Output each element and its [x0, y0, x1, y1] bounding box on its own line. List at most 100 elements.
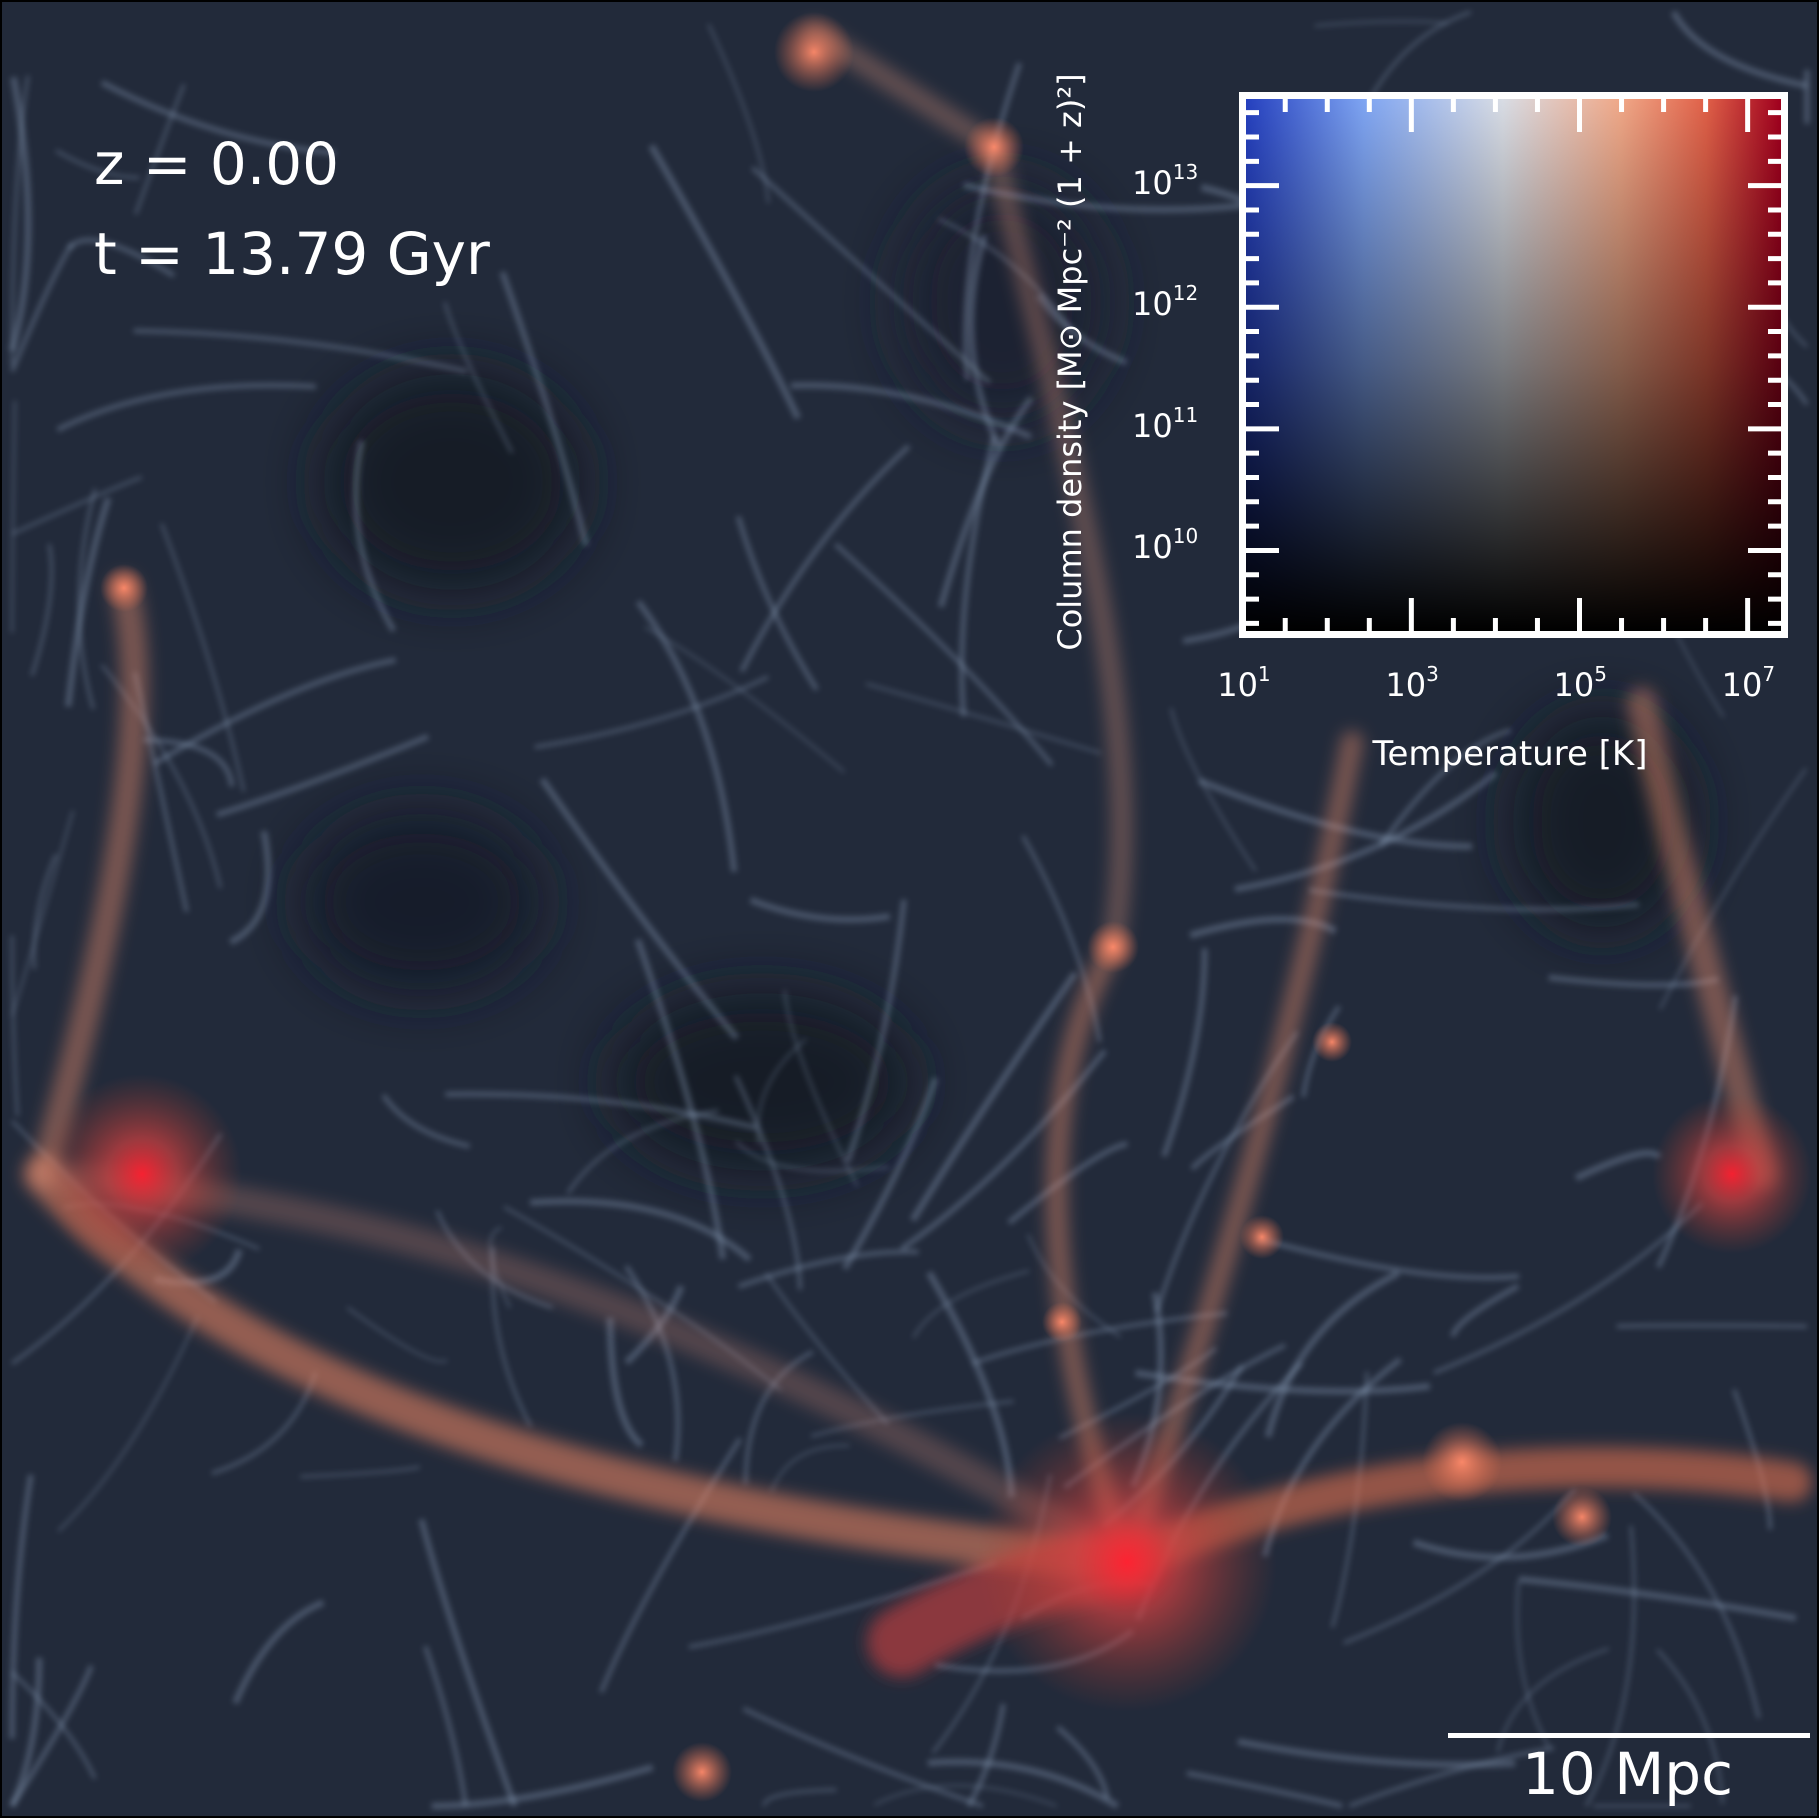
filament: [445, 1091, 757, 1131]
filament: [57, 1315, 200, 1532]
filament: [606, 1317, 645, 1449]
filament: [962, 62, 1023, 381]
filament: [9, 242, 74, 373]
filament: [1348, 1745, 1555, 1808]
filament: [909, 971, 1078, 1222]
filament: [32, 853, 58, 970]
filament: [937, 396, 1034, 608]
filament: [1257, 1236, 1520, 1281]
filament: [927, 1758, 1120, 1809]
filament: [1658, 767, 1807, 1010]
filament: [1197, 777, 1473, 850]
filament: [10, 75, 30, 366]
filament: [634, 938, 727, 1260]
filament: [1656, 1648, 1724, 1804]
filament: [1234, 770, 1498, 893]
x-tick-label: 105: [1553, 662, 1607, 704]
filament: [762, 1788, 837, 1807]
filament: [228, 830, 272, 946]
filament: [644, 626, 845, 773]
clusters: [42, 12, 1812, 1802]
filament: [56, 382, 317, 433]
filament: [1330, 1371, 1369, 1628]
filament: [845, 899, 907, 1163]
filament: [300, 1465, 420, 1478]
filament: [648, 143, 802, 420]
colormap-x-label: Temperature [K]: [1372, 734, 1648, 774]
filament: [756, 1038, 807, 1145]
filament: [10, 400, 17, 633]
filament: [1264, 1270, 1400, 1438]
filament: [599, 1437, 743, 1694]
filament: [431, 1764, 654, 1810]
filament: [1632, 1491, 1761, 1719]
filament: [743, 1350, 814, 1485]
filament: [635, 599, 738, 873]
filament: [9, 1474, 34, 1739]
filament: [134, 83, 186, 215]
filament: [443, 301, 514, 454]
filament: [232, 1599, 325, 1705]
filament: [160, 523, 246, 792]
filament: [64, 497, 112, 707]
filament: [8, 76, 32, 352]
scale-bar-label: 10 Mpc: [1522, 1740, 1733, 1808]
filament: [966, 1703, 1006, 1808]
y-tick-label: 1012: [1132, 281, 1199, 324]
filament: [30, 543, 54, 677]
filament: [77, 488, 97, 710]
filament: [1515, 1581, 1550, 1748]
y-tick-label: 1011: [1132, 402, 1199, 445]
filament: [1035, 293, 1128, 366]
filament: [770, 1444, 850, 1493]
filament: [971, 1311, 1228, 1366]
filament: [9, 1657, 43, 1808]
filament: [143, 737, 235, 787]
filament: [1161, 948, 1208, 1158]
filament: [153, 657, 397, 766]
filament: [810, 1399, 1014, 1438]
filament: [742, 1706, 984, 1809]
filament: [1378, 727, 1512, 848]
filament: [912, 1269, 1030, 1339]
filament: [1186, 1770, 1343, 1809]
filament: [352, 440, 397, 633]
x-tick-label: 103: [1385, 662, 1439, 704]
filament: [1670, 10, 1808, 89]
filament: [1021, 834, 1102, 1043]
filament: [1189, 915, 1338, 939]
x-tick-label: 107: [1721, 662, 1776, 704]
filament: [865, 682, 1102, 755]
filament: [783, 990, 859, 1187]
filament: [499, 271, 590, 547]
filament: [381, 1093, 471, 1149]
filament: [9, 1664, 94, 1808]
filament: [707, 23, 770, 204]
filament: [1055, 1725, 1110, 1800]
filament: [1433, 1202, 1704, 1375]
filament: [1616, 1323, 1808, 1329]
filament: [100, 80, 336, 156]
filament: [10, 810, 75, 1017]
filament: [900, 1048, 1107, 1252]
filament: [1450, 1283, 1520, 1338]
y-tick-label: 1013: [1132, 159, 1199, 202]
filament: [764, 1272, 889, 1425]
filament: [739, 444, 911, 673]
filament: [733, 1075, 803, 1290]
colormap-y-label: Column density [M⊙ Mpc⁻² (1 + z)²]: [1051, 73, 1089, 651]
filament: [873, 1784, 1057, 1807]
time-label: t = 13.79 Gyr: [94, 220, 490, 288]
filament: [55, 149, 140, 180]
filament: [1518, 1575, 1797, 1622]
scale-bar: [1448, 1733, 1810, 1738]
filament: [1309, 887, 1639, 912]
y-tick-label: 1010: [1132, 524, 1199, 567]
filament: [418, 1518, 518, 1808]
filament: [529, 1197, 752, 1262]
filament: [534, 675, 769, 749]
filament: [1169, 707, 1257, 872]
colormap-ticks: [1239, 92, 1788, 638]
x-tick-label: 101: [1217, 662, 1271, 704]
